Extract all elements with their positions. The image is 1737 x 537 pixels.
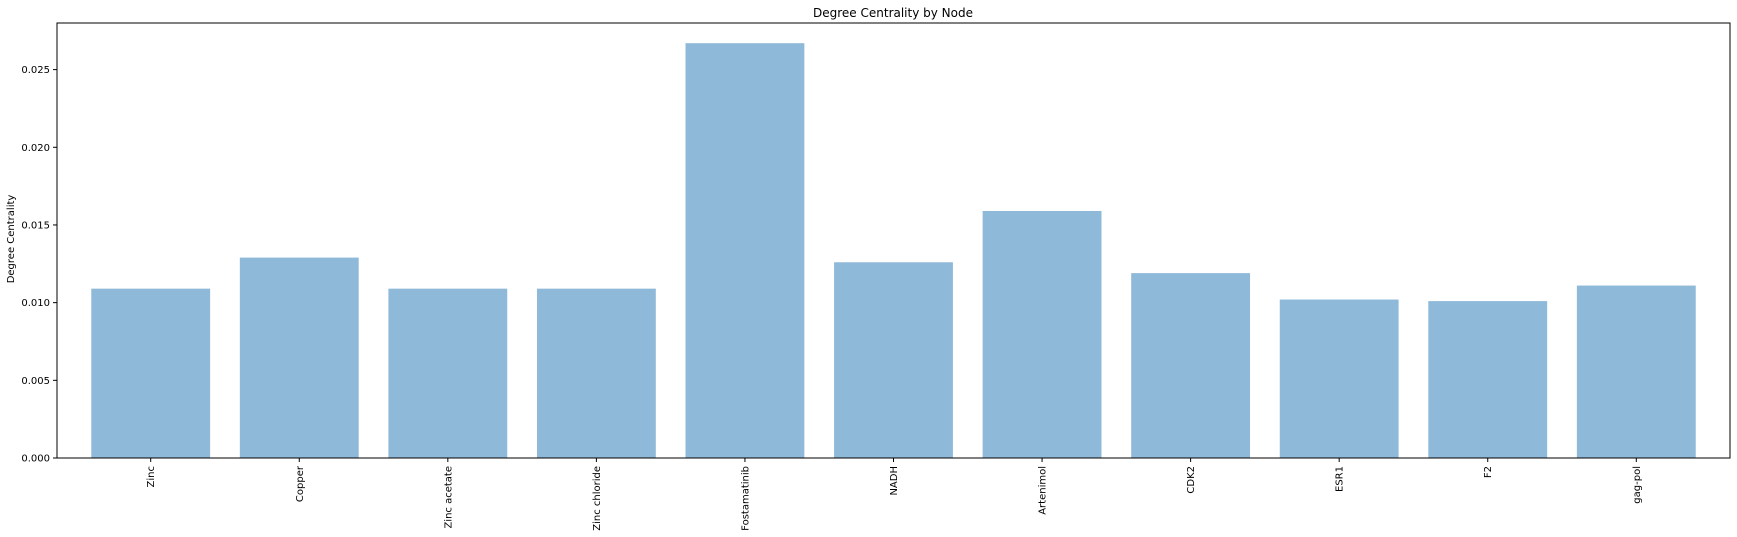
y-axis-title: Degree Centrality <box>6 195 17 284</box>
x-tick-label: Copper <box>295 465 306 502</box>
y-axis-ticks: 0.000 0.005 0.010 0.015 0.020 0.025 <box>21 65 57 465</box>
bar-f2 <box>1428 301 1548 458</box>
bars-group <box>91 43 1696 458</box>
y-tick-label: 0.015 <box>21 220 50 231</box>
x-tick-label: Zinc acetate <box>443 466 454 529</box>
y-tick-label: 0.005 <box>21 376 50 387</box>
x-tick-label: ESR1 <box>1335 466 1346 492</box>
bar-gag-pol <box>1576 285 1696 458</box>
bar-cdk2 <box>1131 273 1251 458</box>
y-tick-label: 0.020 <box>21 143 50 154</box>
x-axis-ticks: Zinc Copper Zinc acetate Zinc chloride Fosta… <box>146 458 1643 531</box>
y-tick-label: 0.025 <box>21 65 50 76</box>
x-tick-label: NADH <box>889 466 900 496</box>
x-tick-label: Artenimol <box>1038 466 1049 515</box>
bar-zinc-chloride <box>536 288 656 458</box>
x-tick-label: gag-pol <box>1632 466 1643 504</box>
bar-zinc <box>91 288 211 458</box>
x-tick-label: F2 <box>1483 466 1494 478</box>
bar-copper <box>239 257 359 458</box>
bar-nadh <box>834 262 953 458</box>
bar-zinc-acetate <box>388 288 508 458</box>
x-tick-label: Zinc chloride <box>592 466 603 531</box>
x-tick-label: Zinc <box>146 466 157 487</box>
bar-artenimol <box>982 210 1102 458</box>
bar-fostamatinib <box>685 43 805 458</box>
plot-frame <box>56 22 1731 459</box>
chart-title: Degree Centrality by Node <box>813 6 973 20</box>
y-tick-label: 0.010 <box>21 298 50 309</box>
y-tick-label: 0.000 <box>21 454 50 465</box>
bar-esr1 <box>1279 299 1399 458</box>
x-tick-label: Fostamatinib <box>740 466 751 531</box>
x-tick-label: CDK2 <box>1186 466 1197 494</box>
